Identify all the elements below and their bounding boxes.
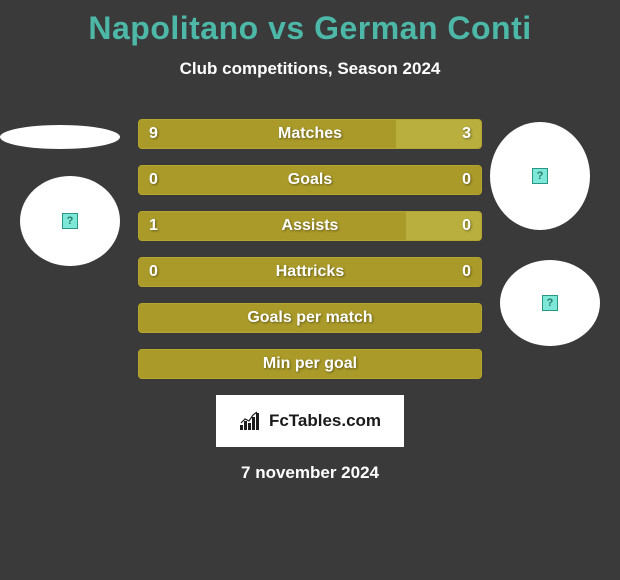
stat-value-left: 0 xyxy=(149,263,158,281)
stat-value-right: 0 xyxy=(462,171,471,189)
stat-row: Goals0 0 xyxy=(138,165,482,195)
stat-value-right: 0 xyxy=(462,263,471,281)
image-placeholder-icon xyxy=(62,213,78,229)
image-placeholder-icon xyxy=(542,295,558,311)
stat-row: Min per goal xyxy=(138,349,482,379)
avatar-placeholder-left xyxy=(20,176,120,266)
stat-value-left: 1 xyxy=(149,217,158,235)
stat-label: Goals xyxy=(139,171,481,189)
image-placeholder-icon xyxy=(532,168,548,184)
decoration-ellipse xyxy=(0,125,120,149)
brand-text: FcTables.com xyxy=(269,411,381,431)
brand-badge: FcTables.com xyxy=(216,395,404,447)
stat-label: Min per goal xyxy=(139,355,481,373)
stat-value-left: 0 xyxy=(149,171,158,189)
stat-value-right: 0 xyxy=(462,217,471,235)
stat-label: Hattricks xyxy=(139,263,481,281)
brand-logo-icon xyxy=(239,411,263,431)
stat-row: Goals per match xyxy=(138,303,482,333)
stat-label: Assists xyxy=(139,217,481,235)
stat-label: Goals per match xyxy=(139,309,481,327)
page-title: Napolitano vs German Conti xyxy=(0,10,620,47)
stat-label: Matches xyxy=(139,125,481,143)
avatar-placeholder-right-bottom xyxy=(500,260,600,346)
stat-row: Hattricks0 0 xyxy=(138,257,482,287)
stat-value-left: 9 xyxy=(149,125,158,143)
stats-list: Matches93Goals00Assists10Hattricks00Goal… xyxy=(138,119,482,379)
avatar-placeholder-right-top xyxy=(490,122,590,230)
stat-row: Assists1 0 xyxy=(138,211,482,241)
date-text: 7 november 2024 xyxy=(0,463,620,483)
stat-value-right: 3 xyxy=(462,125,471,143)
stat-row: Matches9 3 xyxy=(138,119,482,149)
subtitle: Club competitions, Season 2024 xyxy=(0,59,620,79)
